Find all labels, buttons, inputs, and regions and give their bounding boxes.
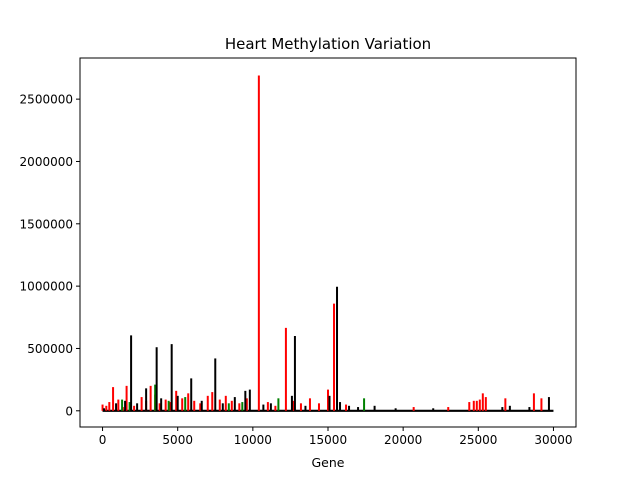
x-tick-label: 10000 <box>234 433 272 447</box>
x-tick-label: 15000 <box>309 433 347 447</box>
y-tick-label: 0 <box>65 404 73 418</box>
series-2 <box>103 286 550 411</box>
y-axis: 0 500000 1000000 1500000 2000000 2500000 <box>20 93 80 418</box>
series-1 <box>121 384 366 411</box>
chart-title: Heart Methylation Variation <box>225 35 431 53</box>
y-tick-label: 1000000 <box>20 280 73 294</box>
y-tick-label: 500000 <box>27 342 73 356</box>
y-tick-label: 1500000 <box>20 217 73 231</box>
x-tick-label: 30000 <box>534 433 572 447</box>
y-tick-label: 2000000 <box>20 155 73 169</box>
x-tick-label: 25000 <box>459 433 497 447</box>
x-tick-label: 0 <box>99 433 107 447</box>
x-axis: 0 5000 10000 15000 20000 25000 30000 <box>99 427 573 447</box>
y-tick-label: 2500000 <box>20 93 73 107</box>
x-axis-label: Gene <box>312 455 345 470</box>
x-tick-label: 20000 <box>384 433 422 447</box>
x-tick-label: 5000 <box>162 433 193 447</box>
plot-marks <box>101 75 554 412</box>
